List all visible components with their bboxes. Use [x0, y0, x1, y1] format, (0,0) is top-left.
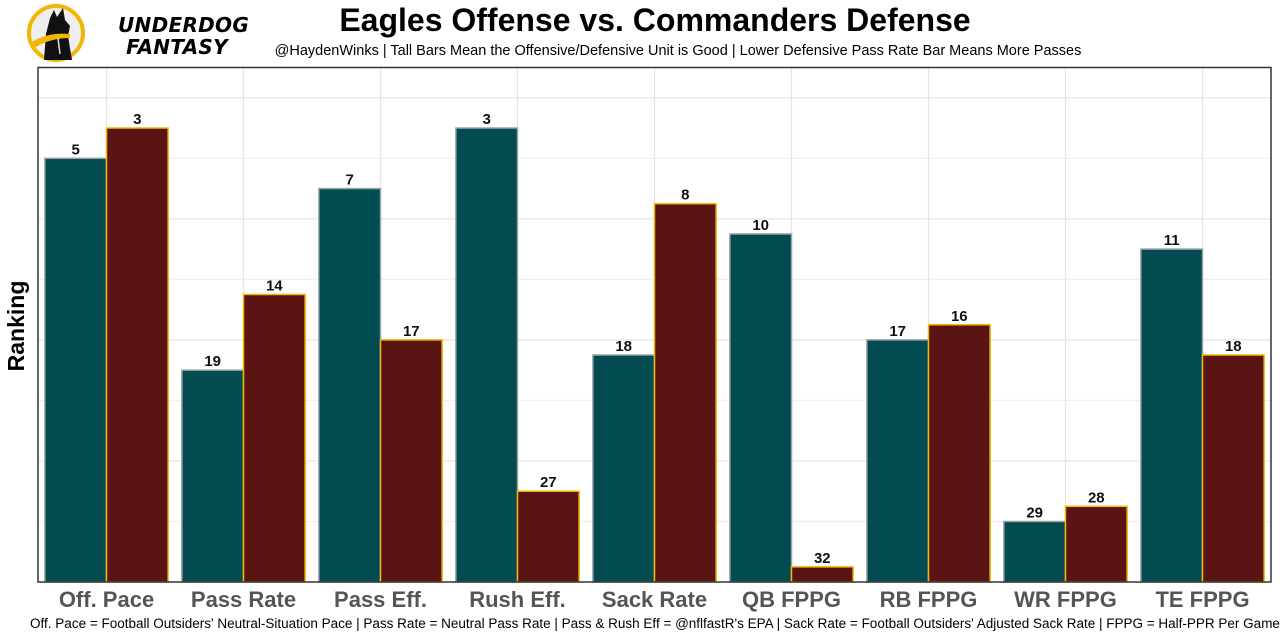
chart-subtitle: @HaydenWinks | Tall Bars Mean the Offens…: [274, 43, 1082, 59]
brand-name-line1: UNDERDOG: [118, 13, 250, 37]
x-tick-label: Pass Eff.: [334, 587, 427, 612]
underdog-fantasy-logo: UNDERDOG FANTASY: [26, 4, 249, 62]
footnote: Off. Pace = Football Outsiders' Neutral-…: [30, 616, 1280, 631]
brand-name-line2: FANTASY: [126, 35, 228, 59]
bar-offense: [1003, 520, 1067, 583]
bar-value-label: 7: [346, 172, 354, 189]
x-tick-label: Pass Rate: [191, 587, 296, 612]
chart-title: Eagles Offense vs. Commanders Defense: [339, 2, 971, 38]
bar-value-label: 14: [266, 277, 283, 294]
bar-value-label: 29: [1026, 504, 1043, 521]
bar-value-label: 17: [403, 323, 420, 340]
bar-defense: [105, 127, 169, 583]
x-tick-label: QB FPPG: [742, 587, 841, 612]
bar-value-label: 28: [1088, 489, 1105, 506]
bar-offense: [1140, 248, 1204, 583]
bar-offense: [318, 187, 382, 583]
bar-defense: [927, 324, 991, 583]
bar-defense: [1201, 354, 1265, 583]
bars: [44, 127, 1265, 583]
bar-value-label: 19: [204, 353, 221, 370]
bar-defense: [653, 202, 717, 583]
bar-defense: [379, 339, 443, 583]
x-tick-label: RB FPPG: [880, 587, 978, 612]
bar-value-label: 11: [1164, 232, 1180, 249]
x-tick-label: Off. Pace: [59, 587, 154, 612]
bar-value-label: 18: [615, 338, 632, 355]
bar-value-label: 17: [889, 323, 906, 340]
bar-value-label: 18: [1225, 338, 1242, 355]
plot-border: [37, 66, 1272, 583]
bar-defense: [1064, 505, 1128, 583]
bar-offense: [866, 339, 930, 583]
y-axis-label: Ranking: [3, 281, 29, 372]
bar-value-label: 16: [951, 308, 968, 325]
bar-value-label: 10: [752, 217, 769, 234]
x-tick-label: Rush Eff.: [469, 587, 566, 612]
bar-value-label: 32: [814, 550, 831, 567]
x-tick-label: Sack Rate: [602, 587, 707, 612]
x-tick-label: TE FPPG: [1155, 587, 1249, 612]
bar-offense: [729, 233, 793, 583]
bar-offense: [455, 127, 519, 583]
bar-value-label: 5: [72, 141, 80, 158]
x-axis-labels: Off. Pace Pass Rate Pass Eff. Rush Eff. Sack…: [59, 587, 1250, 612]
bar-defense: [516, 490, 580, 583]
x-tick-label: WR FPPG: [1014, 587, 1117, 612]
bar-defense: [790, 566, 854, 583]
bar-value-label: 3: [133, 111, 141, 128]
brand-name: UNDERDOG FANTASY: [118, 13, 250, 59]
bar-offense: [181, 369, 245, 583]
value-labels: 5 3 19 14 7 17 3 27 18 8 10 32 17 16 29 28 11 18: [72, 111, 1242, 567]
bar-offense: [592, 354, 656, 583]
bar-value-label: 3: [483, 111, 491, 128]
bar-offense: [44, 157, 108, 583]
underdog-dog-logo-icon: [27, 4, 85, 62]
bar-defense: [242, 293, 306, 583]
bar-value-label: 27: [540, 474, 557, 491]
bar-value-label: 8: [681, 187, 689, 204]
